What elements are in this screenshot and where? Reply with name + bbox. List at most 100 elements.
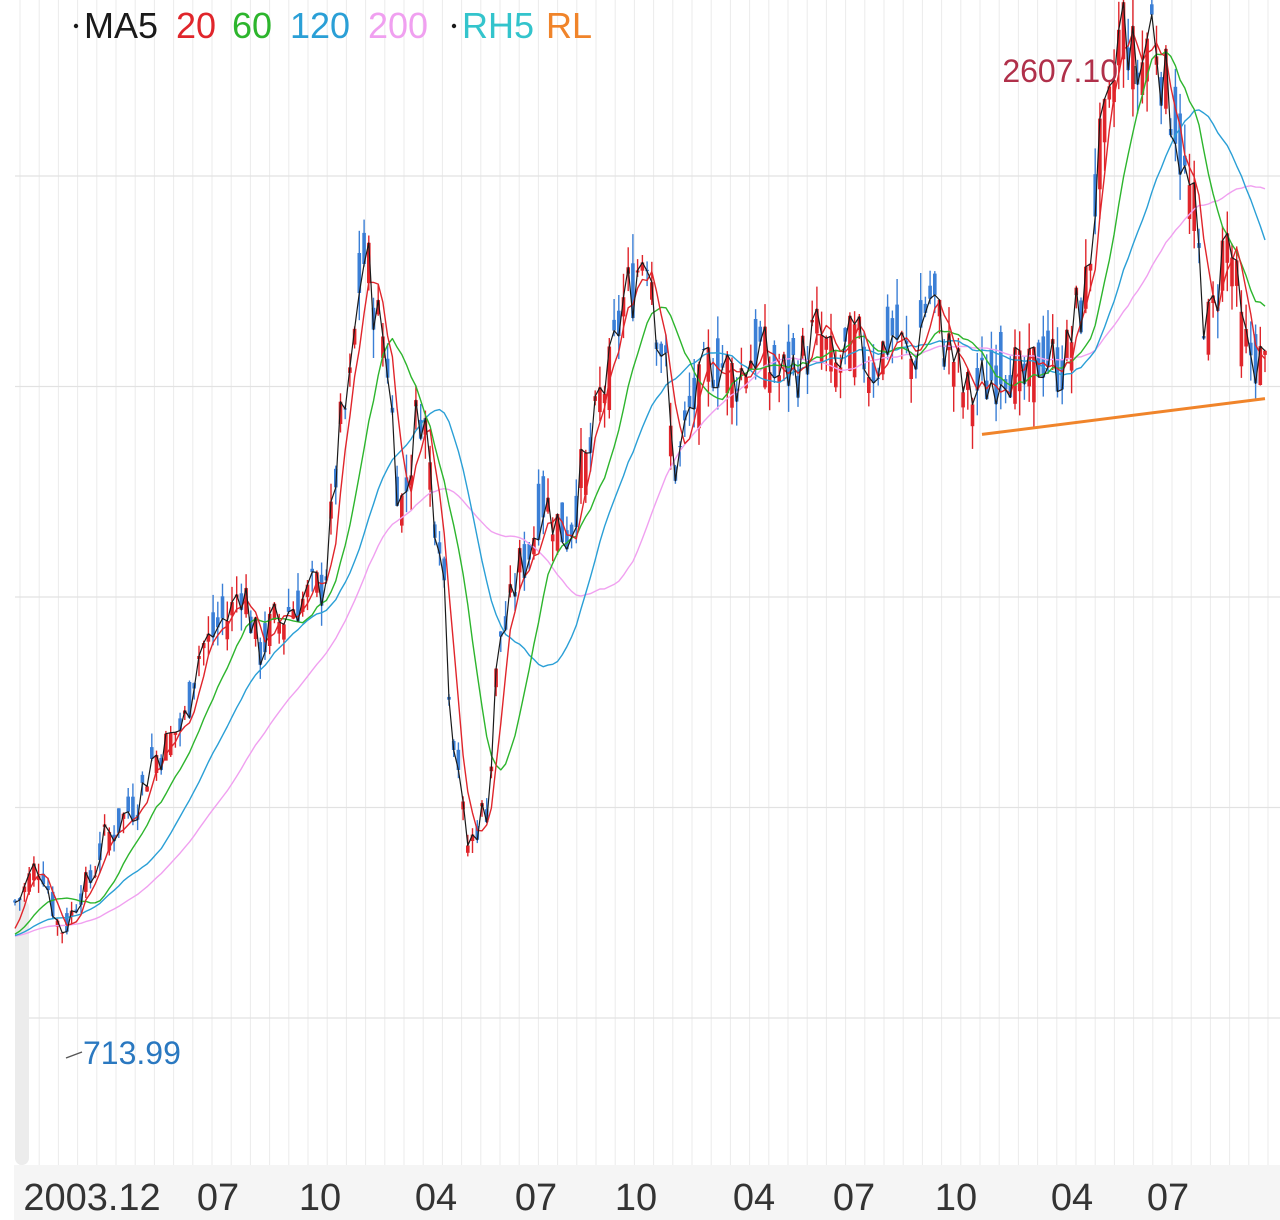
candle-body xyxy=(442,558,446,581)
candle-body xyxy=(258,642,263,665)
candle-body xyxy=(829,336,833,372)
x-tick-label: 10 xyxy=(615,1177,657,1219)
candle-body xyxy=(263,623,267,653)
candle-body xyxy=(961,392,965,408)
candle xyxy=(659,341,663,373)
candle-body xyxy=(117,808,121,833)
rl-trendline xyxy=(981,397,1266,436)
candle-body xyxy=(107,831,112,851)
candle xyxy=(201,640,206,666)
candle-body xyxy=(1098,118,1102,190)
candle-body xyxy=(319,574,324,606)
candle-body xyxy=(310,568,314,572)
candle-body xyxy=(428,462,432,490)
candle-body xyxy=(683,410,687,421)
candle-body xyxy=(1036,342,1041,378)
low-price-label: 713.99 xyxy=(83,1035,181,1071)
candle-body xyxy=(800,335,805,356)
candle-body xyxy=(975,368,980,391)
candle-body xyxy=(791,338,796,356)
candle-body xyxy=(885,306,890,355)
candle xyxy=(1036,339,1041,378)
candle xyxy=(574,479,579,544)
candle-body xyxy=(272,603,277,620)
candle-body xyxy=(598,387,602,413)
ma5-legend-label: MA5 xyxy=(84,5,158,46)
x-tick-label: 04 xyxy=(733,1177,775,1219)
candle xyxy=(79,885,83,913)
candle xyxy=(1234,246,1239,307)
candle-body xyxy=(291,609,296,619)
candle-body xyxy=(206,633,211,642)
candle xyxy=(400,493,404,533)
moving-average-lines xyxy=(14,1,1266,937)
candle-body xyxy=(253,617,258,639)
candle-body xyxy=(928,285,932,299)
candle-body xyxy=(409,475,413,486)
candle-body xyxy=(244,588,248,615)
candle-body xyxy=(1183,155,1187,166)
candle-body xyxy=(1027,348,1031,387)
candle-body xyxy=(527,544,531,560)
candle-body xyxy=(362,232,366,264)
candle-body xyxy=(187,682,192,718)
rh5-legend-dot xyxy=(451,23,457,29)
candle-body xyxy=(277,621,281,634)
candle xyxy=(1102,98,1107,171)
candle xyxy=(1192,160,1196,249)
candle-body xyxy=(579,449,583,488)
candle xyxy=(1013,329,1017,410)
candle xyxy=(131,783,135,826)
candle-body xyxy=(1140,62,1145,95)
candle-body xyxy=(475,826,480,840)
candle-body xyxy=(565,530,569,550)
candle xyxy=(1121,0,1126,88)
candle-body xyxy=(164,733,168,761)
candle-body xyxy=(1206,301,1211,355)
candle-body xyxy=(1046,330,1050,367)
candle-body xyxy=(395,476,399,506)
candle-body xyxy=(541,476,546,518)
candle-body xyxy=(112,834,116,842)
candle xyxy=(319,562,324,626)
rh5-legend-label: RH5 xyxy=(462,5,534,46)
candle-body xyxy=(763,326,767,388)
candle-body xyxy=(131,796,135,822)
ma120-line xyxy=(14,109,1266,937)
candle-body xyxy=(1225,233,1230,263)
candle-body xyxy=(546,497,550,512)
candle-body xyxy=(168,732,173,756)
candle-body xyxy=(352,328,357,345)
candle-body xyxy=(437,542,442,554)
candle xyxy=(244,574,248,618)
candle-body xyxy=(697,364,701,429)
candle-body xyxy=(994,365,998,405)
ma200-line xyxy=(14,185,1266,937)
scroll-handle[interactable] xyxy=(15,900,29,1165)
candle xyxy=(871,344,876,398)
candle-body xyxy=(999,332,1003,385)
candle-body xyxy=(173,732,178,735)
candle-body xyxy=(532,538,536,555)
candle-body xyxy=(1008,375,1013,398)
candle-body xyxy=(503,616,508,630)
candle-body xyxy=(201,643,206,649)
candle-body xyxy=(918,300,923,328)
candle-body xyxy=(1258,346,1263,385)
candle xyxy=(640,255,645,276)
candle xyxy=(918,273,923,328)
candle xyxy=(631,234,635,322)
candle-body xyxy=(777,375,781,382)
candle-body xyxy=(786,341,791,386)
candle xyxy=(437,531,442,566)
candle-body xyxy=(862,346,866,370)
candle-body xyxy=(716,338,720,388)
candle-body xyxy=(79,893,83,905)
x-tick-label: 07 xyxy=(515,1177,557,1219)
candle-body xyxy=(1249,342,1253,356)
candle-body xyxy=(84,872,88,892)
candle xyxy=(1084,239,1088,314)
candle-body xyxy=(984,380,989,400)
candle-body xyxy=(150,747,154,759)
